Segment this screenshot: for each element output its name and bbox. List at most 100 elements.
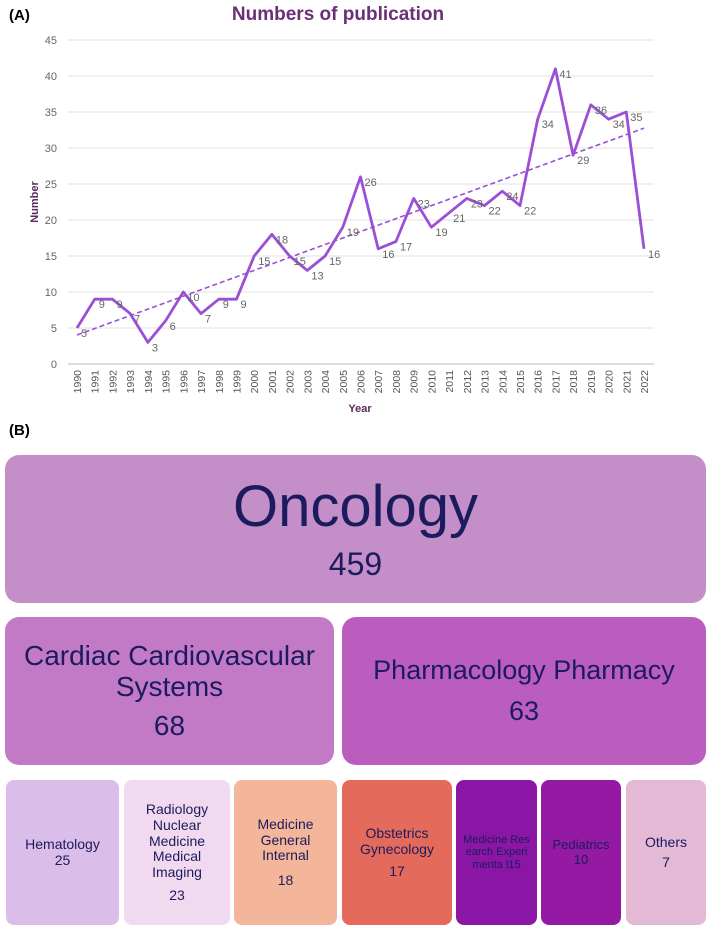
y-tick-label-25: 25 [45, 179, 57, 191]
data-label-2007: 16 [382, 249, 394, 261]
data-label-2020: 34 [613, 119, 625, 131]
tile-cardiac-name: Cardiac Cardiovascular Systems [23, 639, 315, 702]
x-tick-label-1992: 1992 [107, 370, 119, 394]
tile-others: Others 7 [626, 780, 706, 925]
y-tick-label-5: 5 [51, 323, 57, 335]
tile-pediatrics-value: 10 [573, 852, 589, 868]
panel-a-label: (A) [9, 7, 30, 24]
x-tick-label-2002: 2002 [285, 370, 297, 394]
data-label-2018: 29 [577, 155, 589, 167]
data-label-2012: 23 [471, 198, 483, 210]
x-tick-label-2004: 2004 [320, 370, 332, 394]
y-tick-label-45: 45 [45, 35, 57, 47]
chart-title: Numbers of publication [232, 4, 444, 25]
x-tick-label-2011: 2011 [444, 370, 456, 393]
x-tick-label-2007: 2007 [373, 370, 385, 394]
data-label-2001: 18 [276, 234, 288, 246]
x-tick-label-1990: 1990 [72, 370, 84, 394]
tile-obstetrics: Obstetrics Gynecology 17 [342, 780, 452, 925]
data-label-2014: 24 [506, 191, 518, 203]
x-tick-label-2017: 2017 [550, 370, 562, 394]
data-label-1993: 7 [134, 314, 140, 326]
x-tick-label-2021: 2021 [621, 370, 633, 394]
x-tick-label-2015: 2015 [515, 370, 527, 394]
data-label-1990: 5 [81, 328, 87, 340]
tile-others-name: Others [644, 833, 687, 850]
data-label-2015: 22 [524, 206, 536, 218]
y-tick-label-0: 0 [51, 359, 57, 371]
y-tick-label-35: 35 [45, 107, 57, 119]
x-tick-label-2012: 2012 [462, 370, 474, 394]
data-label-2017: 41 [559, 69, 571, 81]
x-tick-label-2019: 2019 [586, 370, 598, 394]
tile-cardiac-value: 68 [153, 710, 186, 742]
data-label-1994: 3 [152, 342, 158, 354]
tile-pharmacology-name: Pharmacology Pharmacy [373, 655, 675, 686]
data-label-2008: 17 [400, 242, 412, 254]
x-tick-label-2005: 2005 [338, 370, 350, 394]
data-label-2002: 15 [294, 256, 306, 268]
y-axis-label: Number [29, 181, 41, 223]
x-tick-label-1993: 1993 [125, 370, 137, 394]
x-tick-label-1991: 1991 [90, 370, 102, 394]
x-tick-label-1994: 1994 [143, 370, 155, 394]
data-label-2013: 22 [489, 206, 501, 218]
tile-oncology-name: Oncology [232, 474, 479, 540]
data-label-2009: 23 [418, 198, 430, 210]
tile-pediatrics-name: Pediatrics [552, 836, 610, 852]
tile-medicine-research-name: Medicine Research Experimenta l15 [456, 834, 537, 871]
x-tick-label-2014: 2014 [497, 370, 509, 394]
x-tick-label-2010: 2010 [426, 370, 438, 394]
y-tick-label-10: 10 [45, 287, 57, 299]
tile-others-value: 7 [662, 854, 670, 871]
data-label-2019: 36 [595, 105, 607, 117]
x-tick-label-2020: 2020 [604, 370, 616, 394]
tile-medicine-research: Medicine Research Experimenta l15 [456, 780, 537, 925]
tile-radiology-name: Radiology Nuclear Medicine Medical Imagi… [145, 801, 209, 880]
data-label-1995: 6 [170, 321, 176, 333]
y-tick-label-15: 15 [45, 251, 57, 263]
publication-line-chart: Numbers of publication051015202530354045… [29, 4, 660, 415]
x-tick-label-2003: 2003 [302, 370, 314, 394]
x-tick-label-1999: 1999 [231, 370, 243, 394]
data-label-2011: 21 [453, 213, 465, 225]
tile-hematology: Hematology 25 [6, 780, 119, 925]
data-label-2021: 35 [630, 112, 642, 124]
data-label-2016: 34 [542, 119, 554, 131]
data-label-1991: 9 [99, 299, 105, 311]
data-label-2004: 15 [329, 256, 341, 268]
tile-medicine-general: Medicine General Internal 18 [234, 780, 337, 925]
data-label-2022: 16 [648, 249, 660, 261]
tile-medicine-research-label: Medicine Research Experimenta l [463, 834, 530, 871]
y-tick-label-40: 40 [45, 71, 57, 83]
tile-medicine-general-name: Medicine General Internal [257, 815, 314, 864]
tile-oncology: Oncology 459 [5, 455, 706, 603]
tile-oncology-value: 459 [328, 545, 383, 582]
x-tick-label-2013: 2013 [480, 370, 492, 394]
data-label-2010: 19 [435, 227, 447, 239]
x-tick-label-1996: 1996 [178, 370, 190, 394]
data-label-1992: 9 [116, 299, 122, 311]
tile-medicine-general-value: 18 [277, 872, 294, 888]
tile-medicine-research-value: 15 [508, 858, 521, 871]
x-tick-label-1995: 1995 [161, 370, 173, 394]
x-tick-label-2022: 2022 [639, 370, 651, 394]
x-tick-label-2001: 2001 [267, 370, 279, 394]
x-tick-label-2008: 2008 [391, 370, 403, 394]
tile-obstetrics-name: Obstetrics Gynecology [360, 824, 434, 857]
data-label-1996: 10 [187, 292, 199, 304]
tile-obstetrics-value: 17 [389, 863, 405, 880]
series-line [75, 67, 646, 344]
y-tick-label-30: 30 [45, 143, 57, 155]
tile-pharmacology-value: 63 [508, 695, 540, 726]
data-label-2005: 19 [347, 227, 359, 239]
x-tick-label-2006: 2006 [356, 370, 368, 394]
x-tick-label-2016: 2016 [533, 370, 545, 394]
x-axis-label: Year [348, 403, 372, 415]
trendline [76, 127, 645, 336]
tile-pharmacology: Pharmacology Pharmacy 63 [342, 617, 706, 765]
data-label-2006: 26 [365, 177, 377, 189]
x-tick-label-1997: 1997 [196, 370, 208, 394]
x-tick-label-2000: 2000 [249, 370, 261, 394]
x-tick-label-2009: 2009 [409, 370, 421, 394]
